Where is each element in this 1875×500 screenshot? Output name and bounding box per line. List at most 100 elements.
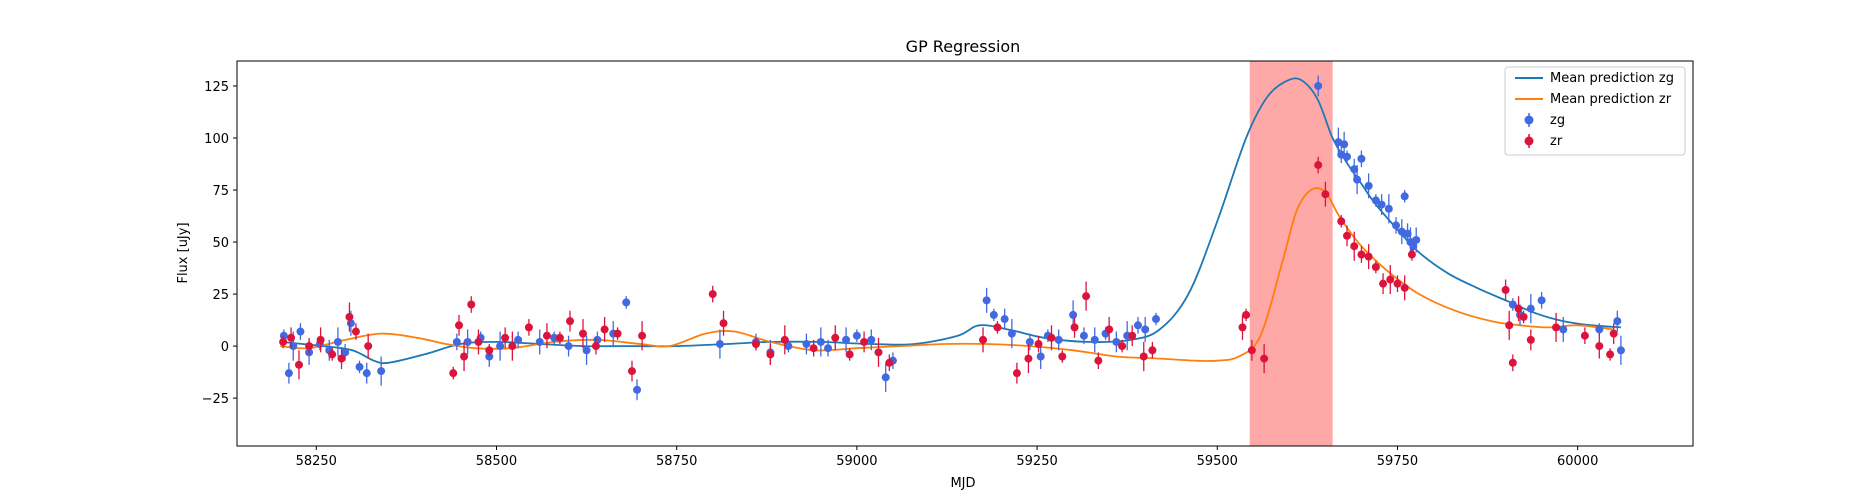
zr-point <box>279 337 288 346</box>
zg-point <box>622 298 631 307</box>
zr-point <box>979 335 988 344</box>
zr-point <box>542 331 551 340</box>
zg-point <box>1508 300 1517 309</box>
zr-mean-prediction-line <box>280 187 1614 362</box>
zr-point <box>613 329 622 338</box>
zr-point <box>1260 354 1269 363</box>
zg-point <box>802 340 811 349</box>
zg-point <box>341 348 350 357</box>
zr-point <box>638 331 647 340</box>
zg-point <box>1613 317 1622 326</box>
x-axis-label: MJD <box>950 476 975 491</box>
x-tick-label: 58250 <box>296 454 337 469</box>
zr-point <box>455 321 464 330</box>
zg-point <box>1343 152 1352 161</box>
zg-point <box>989 310 998 319</box>
zr-point <box>874 348 883 357</box>
zg-point <box>1377 200 1386 209</box>
zr-point <box>719 319 728 328</box>
y-tick-label: 100 <box>204 132 229 147</box>
zr-point <box>1082 292 1091 301</box>
zg-point <box>824 344 833 353</box>
zr-point <box>751 340 760 349</box>
zg-point <box>1079 331 1088 340</box>
zg-point <box>867 335 876 344</box>
zg-point <box>535 337 544 346</box>
zg-point <box>582 346 591 355</box>
zr-point <box>1407 250 1416 259</box>
zg-point <box>881 373 890 382</box>
zg-point <box>816 337 825 346</box>
zr-points-group <box>279 156 1618 384</box>
zg-point <box>1314 81 1323 90</box>
zg-point <box>1595 325 1604 334</box>
zg-point <box>1526 304 1535 313</box>
zr-point <box>578 329 587 338</box>
zg-point <box>1340 140 1349 149</box>
zg-point <box>842 335 851 344</box>
zr-point <box>766 350 775 359</box>
zg-point <box>1141 325 1150 334</box>
zg-point <box>296 327 305 336</box>
axes-frame <box>236 60 1694 447</box>
y-axis-label: Flux [uJy] <box>176 222 191 283</box>
zr-point <box>1393 279 1402 288</box>
chart-title: GP Regression <box>906 37 1021 56</box>
zg-point <box>1392 221 1401 230</box>
x-tick-label: 59000 <box>836 454 877 469</box>
zg-point <box>1559 325 1568 334</box>
legend-zg-line-label: Mean prediction zg <box>1550 71 1674 86</box>
zr-point <box>1505 321 1514 330</box>
zr-point <box>1047 333 1056 342</box>
zg-point <box>1112 337 1121 346</box>
legend-zr-points-label: zr <box>1550 134 1563 149</box>
zg-point <box>1364 181 1373 190</box>
zg-point <box>1000 315 1009 324</box>
x-tick-label: 59500 <box>1197 454 1238 469</box>
y-tick-label: 25 <box>212 288 229 303</box>
zg-point <box>784 342 793 351</box>
zr-point <box>1024 354 1033 363</box>
zr-point <box>328 350 337 359</box>
zr-point <box>485 346 494 355</box>
zr-point <box>885 358 894 367</box>
zr-point <box>1357 250 1366 259</box>
zr-point <box>1337 217 1346 226</box>
zr-point <box>1552 323 1561 332</box>
zg-point <box>355 362 364 371</box>
zr-point <box>1242 310 1251 319</box>
zr-point <box>845 350 854 359</box>
zr-point <box>351 327 360 336</box>
zr-point <box>316 335 325 344</box>
zr-point <box>831 333 840 342</box>
x-tick-label: 59750 <box>1377 454 1418 469</box>
zr-point <box>1595 342 1604 351</box>
x-tick-label: 59250 <box>1016 454 1057 469</box>
x-tick-label: 58500 <box>476 454 517 469</box>
zr-point <box>591 342 600 351</box>
y-tick-label: 125 <box>204 80 229 95</box>
y-tick-label: 50 <box>212 236 229 251</box>
zg-point <box>1036 352 1045 361</box>
zg-point <box>1133 321 1142 330</box>
zr-point <box>1364 252 1373 261</box>
zr-point <box>1105 325 1114 334</box>
zr-point <box>993 323 1002 332</box>
zg-point <box>1412 235 1421 244</box>
zr-point <box>294 360 303 369</box>
zg-point <box>333 337 342 346</box>
plot-area <box>279 61 1625 446</box>
y-axis-ticks: −25 0 25 50 75 100 125 <box>202 80 237 407</box>
zr-point <box>1012 369 1021 378</box>
zr-point <box>780 335 789 344</box>
zr-point <box>460 352 469 361</box>
zg-point <box>496 342 505 351</box>
zg-point <box>1069 310 1078 319</box>
zg-point <box>284 369 293 378</box>
zg-point <box>1400 192 1409 201</box>
zr-point <box>1350 242 1359 251</box>
legend-zg-points-label: zg <box>1550 113 1565 128</box>
legend: Mean prediction zg Mean prediction zr zg… <box>1504 66 1686 156</box>
zr-point <box>1118 342 1127 351</box>
zr-point <box>287 333 296 342</box>
